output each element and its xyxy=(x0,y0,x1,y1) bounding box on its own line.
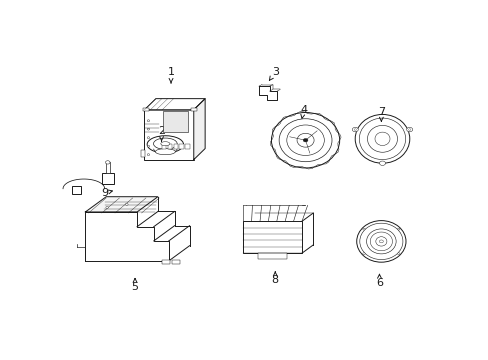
Bar xyxy=(172,260,180,264)
Circle shape xyxy=(147,128,149,130)
Bar xyxy=(173,144,178,149)
Ellipse shape xyxy=(366,229,395,254)
Ellipse shape xyxy=(153,138,177,149)
Ellipse shape xyxy=(359,118,405,159)
Bar xyxy=(72,186,81,194)
Bar xyxy=(257,253,286,259)
Text: 7: 7 xyxy=(377,108,384,121)
Text: 6: 6 xyxy=(375,274,382,288)
Circle shape xyxy=(408,129,410,130)
Bar xyxy=(162,144,166,149)
Text: 3: 3 xyxy=(269,67,278,80)
Ellipse shape xyxy=(406,127,412,132)
Bar xyxy=(185,144,189,149)
Polygon shape xyxy=(259,86,277,100)
Text: 1: 1 xyxy=(167,67,174,83)
Bar xyxy=(142,108,148,111)
Bar xyxy=(190,108,196,111)
Bar xyxy=(140,150,145,157)
Text: 8: 8 xyxy=(271,272,278,285)
Ellipse shape xyxy=(379,161,385,166)
Bar xyxy=(243,221,302,253)
Circle shape xyxy=(379,240,383,243)
Polygon shape xyxy=(85,212,168,261)
Circle shape xyxy=(353,129,356,130)
Bar xyxy=(167,144,172,149)
Ellipse shape xyxy=(367,125,397,152)
Circle shape xyxy=(397,228,399,230)
Ellipse shape xyxy=(279,119,331,162)
Ellipse shape xyxy=(155,149,175,155)
Bar xyxy=(162,260,170,264)
Bar xyxy=(102,174,114,184)
Circle shape xyxy=(147,154,149,156)
Ellipse shape xyxy=(354,114,409,163)
Bar xyxy=(179,144,183,149)
Ellipse shape xyxy=(351,127,358,132)
Circle shape xyxy=(105,206,108,208)
Ellipse shape xyxy=(374,132,389,145)
Circle shape xyxy=(105,161,110,164)
Circle shape xyxy=(147,145,149,147)
Circle shape xyxy=(397,253,399,255)
Circle shape xyxy=(125,203,128,205)
Ellipse shape xyxy=(369,232,392,251)
Ellipse shape xyxy=(286,125,324,156)
Ellipse shape xyxy=(147,136,183,153)
Bar xyxy=(105,162,109,174)
Circle shape xyxy=(303,139,307,142)
Circle shape xyxy=(362,253,365,255)
Polygon shape xyxy=(144,99,205,110)
Polygon shape xyxy=(270,111,341,169)
Circle shape xyxy=(362,228,365,230)
Ellipse shape xyxy=(296,133,313,147)
Text: 4: 4 xyxy=(300,105,306,118)
Bar xyxy=(163,111,188,132)
Circle shape xyxy=(147,120,149,122)
Ellipse shape xyxy=(359,223,402,260)
Text: 2: 2 xyxy=(158,126,165,141)
Polygon shape xyxy=(85,197,158,212)
Text: 9: 9 xyxy=(101,188,112,198)
Ellipse shape xyxy=(375,237,386,246)
Polygon shape xyxy=(193,99,205,159)
Circle shape xyxy=(147,137,149,139)
Ellipse shape xyxy=(161,142,169,146)
Ellipse shape xyxy=(356,221,405,262)
Bar xyxy=(144,110,193,159)
Text: 5: 5 xyxy=(131,279,138,292)
